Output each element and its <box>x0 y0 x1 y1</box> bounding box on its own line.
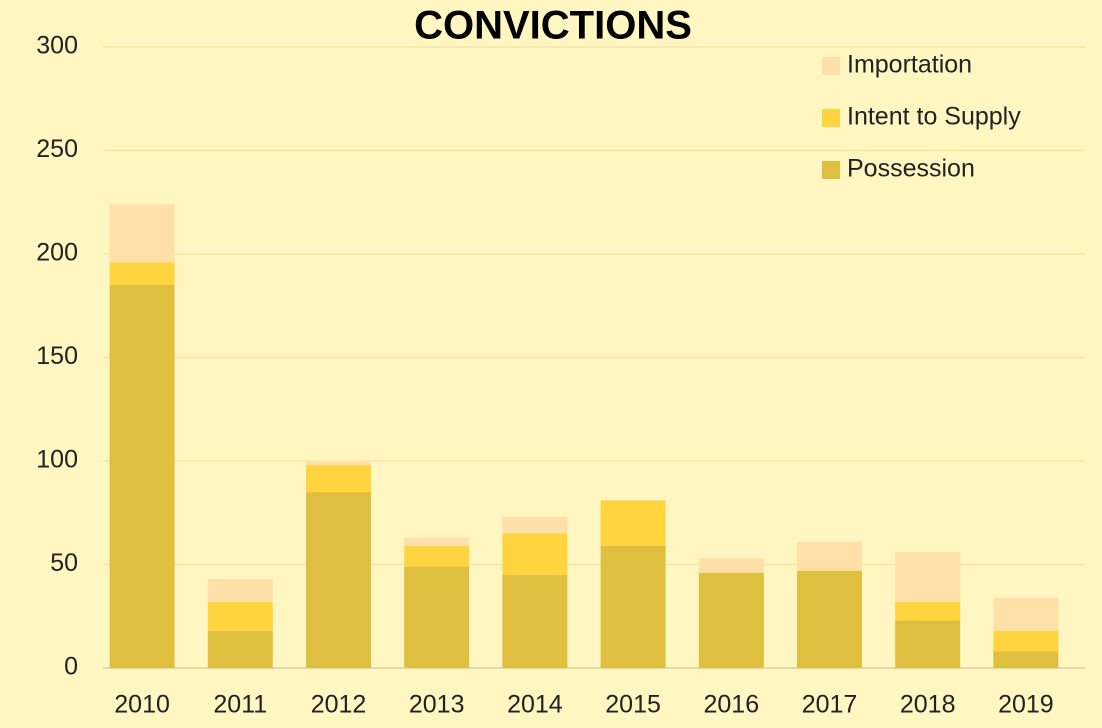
x-tick-label: 2015 <box>605 691 661 719</box>
bar-segment <box>404 545 470 567</box>
bar-segment <box>207 630 273 668</box>
bar-segment <box>404 537 470 546</box>
bar-segment <box>895 601 961 621</box>
legend-swatch <box>822 109 840 127</box>
x-tick-label: 2014 <box>507 691 563 719</box>
y-tick-label: 300 <box>36 32 78 60</box>
bar-segment <box>109 285 175 668</box>
x-tick-label: 2019 <box>998 691 1054 719</box>
bar-segment <box>502 516 568 534</box>
bar-segment <box>502 574 568 668</box>
bar-segment <box>797 541 862 571</box>
x-tick-label: 2010 <box>114 691 170 719</box>
bar-segment <box>306 492 371 668</box>
legend-swatch <box>822 161 840 179</box>
bar-segment <box>502 533 568 575</box>
bar-segment <box>306 465 371 493</box>
bar-segment <box>306 461 371 466</box>
legend-label: Possession <box>847 155 975 183</box>
y-tick-label: 250 <box>36 135 78 163</box>
bar-segment <box>993 630 1059 652</box>
bar-segment <box>895 620 961 668</box>
x-tick-label: 2016 <box>703 691 759 719</box>
bar-segment <box>109 204 175 263</box>
legend-swatch <box>822 57 840 75</box>
y-tick-label: 150 <box>36 342 78 370</box>
bar-segment <box>993 597 1059 631</box>
bar-segment <box>600 545 666 668</box>
bar-segment <box>600 500 666 546</box>
bar-segment <box>109 262 175 286</box>
bar-segment <box>698 572 764 668</box>
bar-segment <box>207 601 273 631</box>
bar-segment <box>404 566 470 668</box>
y-tick-label: 0 <box>64 653 78 681</box>
legend-label: Intent to Supply <box>847 103 1021 131</box>
bar-segment <box>797 570 862 668</box>
legend-label: Importation <box>847 51 972 79</box>
chart-title: CONVICTIONS <box>414 4 692 48</box>
x-tick-label: 2011 <box>213 691 267 719</box>
x-tick-label: 2012 <box>311 691 367 719</box>
y-tick-label: 100 <box>36 446 78 474</box>
bar-segment <box>698 558 764 573</box>
y-tick-label: 50 <box>50 549 78 577</box>
x-tick-label: 2013 <box>409 691 465 719</box>
bar-segment <box>207 578 273 602</box>
x-tick-label: 2018 <box>900 691 956 719</box>
bar-segment <box>993 651 1059 668</box>
x-tick-label: 2017 <box>802 691 858 719</box>
bar-segment <box>895 552 961 602</box>
y-tick-label: 200 <box>36 239 78 267</box>
